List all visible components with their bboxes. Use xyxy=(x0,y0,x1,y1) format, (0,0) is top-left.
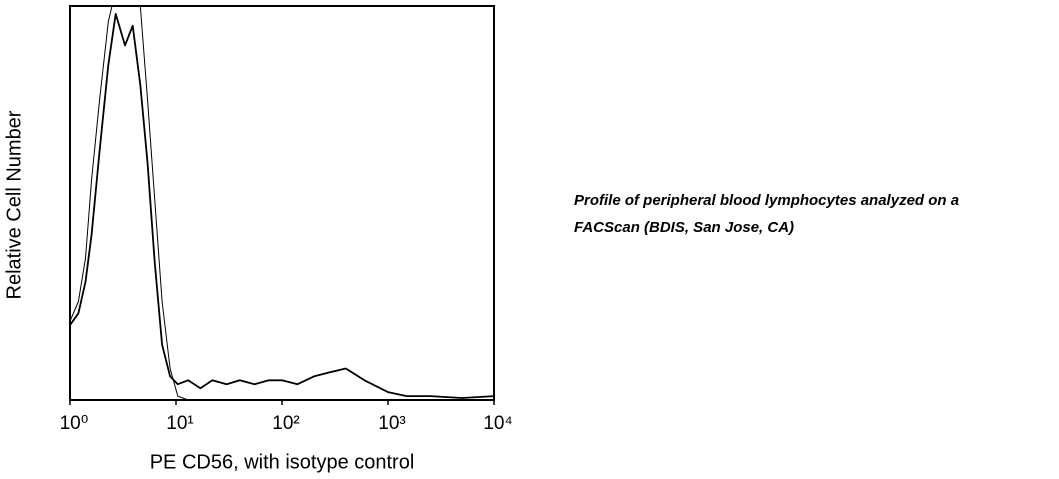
caption-line: FACScan (BDIS, San Jose, CA) xyxy=(574,219,794,236)
curves xyxy=(70,6,494,400)
caption-line: Profile of peripheral blood lymphocytes … xyxy=(574,192,959,209)
y-axis-title: Relative Cell Number xyxy=(3,110,25,299)
x-tick-label: 10² xyxy=(272,413,299,434)
x-tick-label: 10³ xyxy=(378,413,405,434)
x-tick-label: 10¹ xyxy=(166,413,193,434)
x-tick-label: 10⁴ xyxy=(483,413,512,434)
x-tick-label: 10⁰ xyxy=(60,413,89,434)
histogram-curve xyxy=(70,13,494,399)
histogram-curve xyxy=(70,6,494,400)
plot-frame xyxy=(69,5,495,401)
x-axis-title: PE CD56, with isotype control xyxy=(150,451,415,473)
